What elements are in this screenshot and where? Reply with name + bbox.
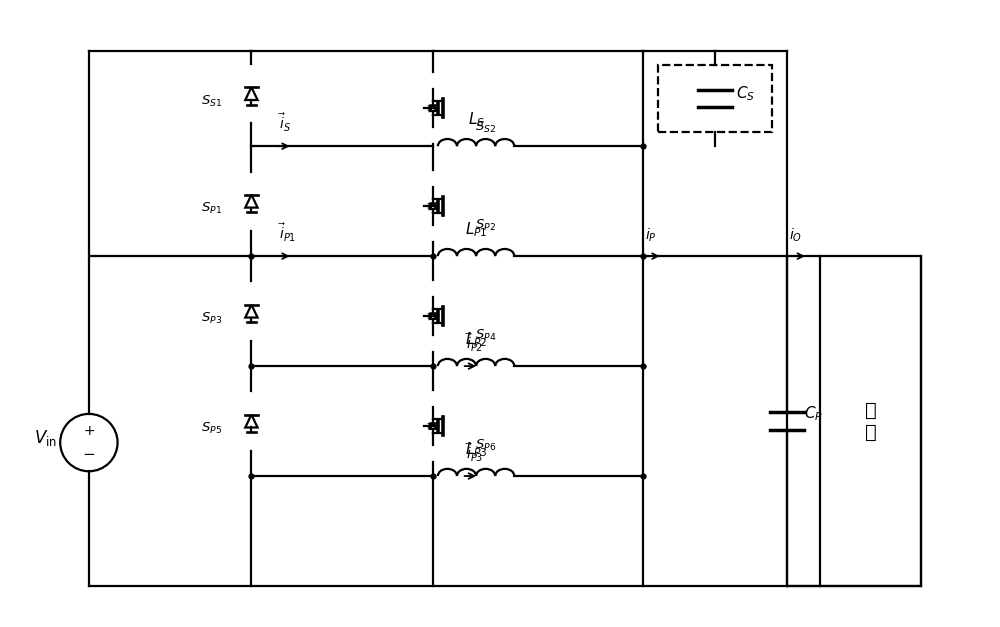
Text: $\vec{i}_{P1}$: $\vec{i}_{P1}$ (278, 222, 296, 244)
Text: $C_S$: $C_S$ (736, 84, 755, 103)
Text: $\vec{i}_S$: $\vec{i}_S$ (278, 112, 291, 134)
Text: 负
载: 负 载 (865, 401, 876, 441)
Text: $\vec{i}_{P2}$: $\vec{i}_{P2}$ (465, 332, 483, 354)
Text: $\vec{i}_{P3}$: $\vec{i}_{P3}$ (465, 441, 483, 463)
Text: $L_{P3}$: $L_{P3}$ (465, 440, 488, 459)
Text: $S_{S2}$: $S_{S2}$ (475, 120, 496, 135)
Text: $S_{S1}$: $S_{S1}$ (201, 93, 222, 109)
Bar (820, 256, 921, 586)
Text: $S_{P1}$: $S_{P1}$ (201, 201, 222, 216)
Text: $i_P$: $i_P$ (645, 226, 657, 244)
Text: $i_O$: $i_O$ (789, 226, 802, 244)
Text: $S_{P6}$: $S_{P6}$ (475, 438, 496, 453)
Text: $S_{P2}$: $S_{P2}$ (475, 218, 496, 233)
Text: $L_{P2}$: $L_{P2}$ (465, 330, 487, 349)
Text: −: − (83, 446, 95, 461)
Text: $V_{\rm in}$: $V_{\rm in}$ (34, 428, 57, 448)
Text: $S_{P4}$: $S_{P4}$ (475, 327, 496, 342)
Text: $S_{P3}$: $S_{P3}$ (201, 311, 222, 326)
Text: $S_{P5}$: $S_{P5}$ (201, 421, 222, 436)
Text: $L_{P1}$: $L_{P1}$ (465, 220, 487, 239)
Text: +: + (83, 424, 95, 438)
Text: $C_P$: $C_P$ (804, 404, 823, 423)
Text: $L_S$: $L_S$ (468, 110, 485, 129)
